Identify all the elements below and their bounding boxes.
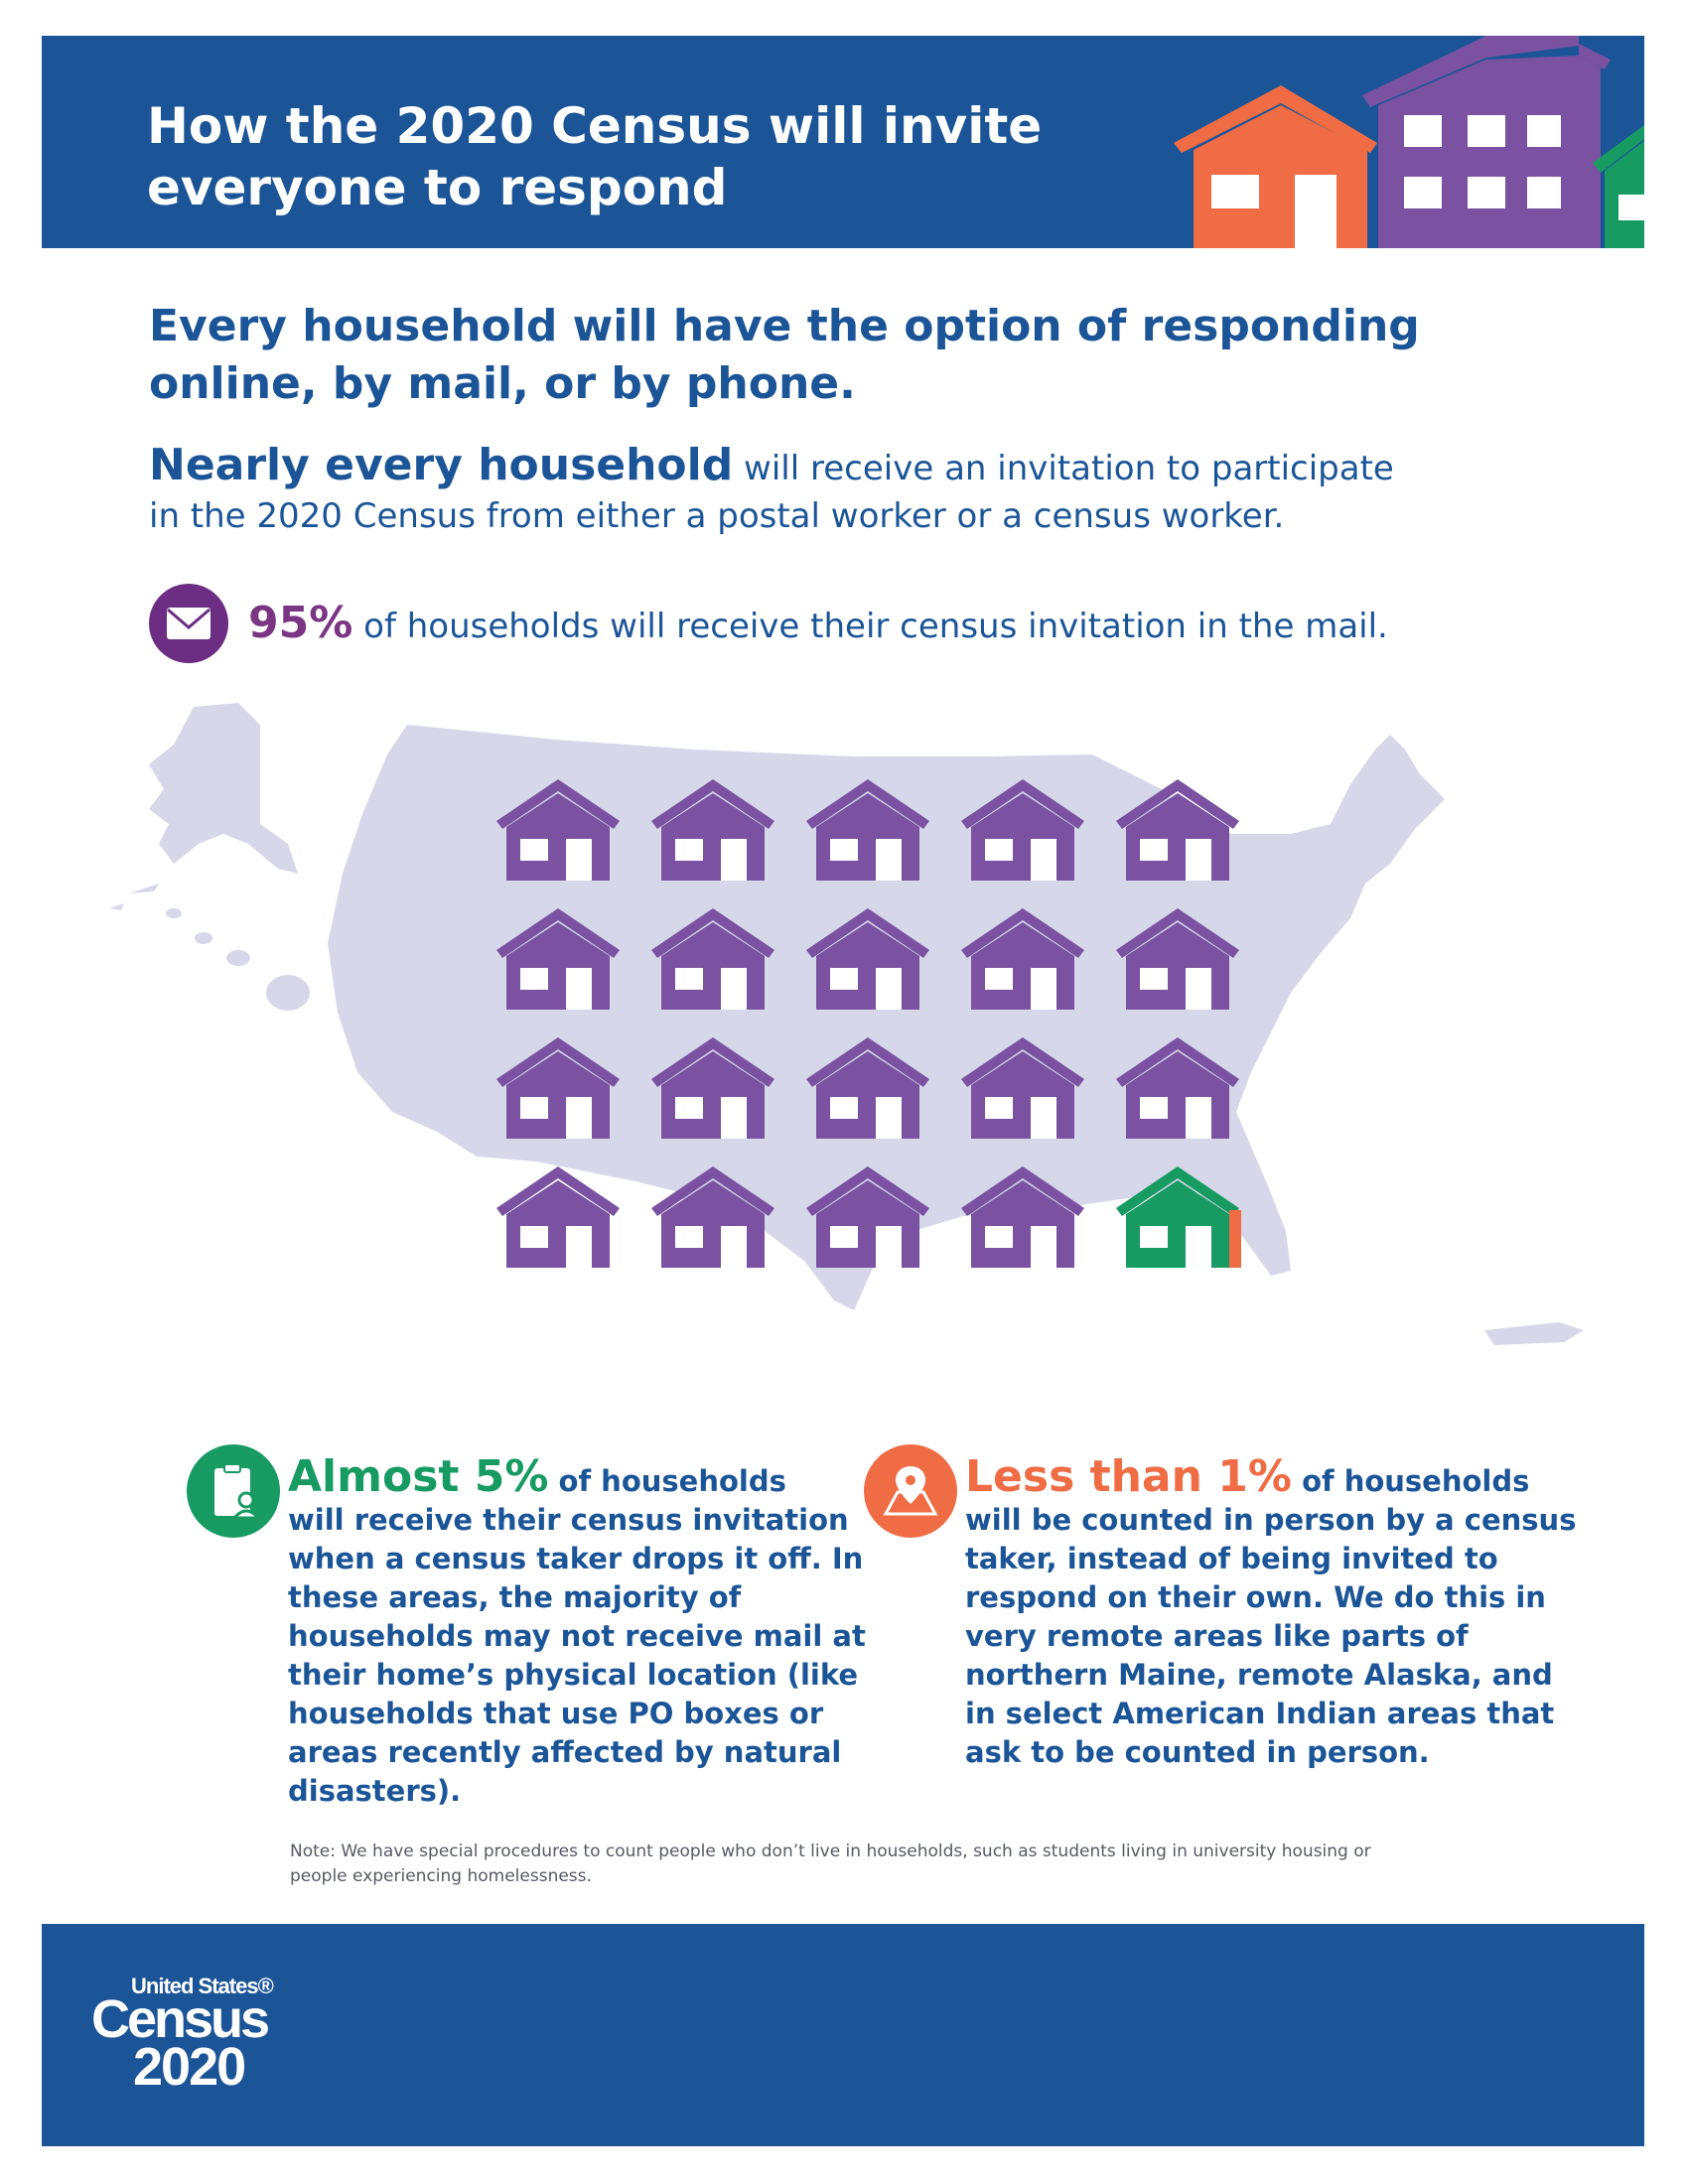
mail-percent: 95% <box>248 598 353 648</box>
intro-line-1: Nearly every household will receive an i… <box>149 442 1579 492</box>
us-map-with-houses <box>109 703 1584 1345</box>
headline-line-1: Every household will have the option of … <box>149 301 1420 351</box>
mail-house-icon <box>806 908 929 1010</box>
envelope-icon <box>149 584 228 663</box>
orange-house-icon <box>1174 85 1377 248</box>
mail-house-icon <box>961 1166 1084 1268</box>
mail-house-icon <box>806 1166 929 1268</box>
intro-rest: will receive an invitation to participat… <box>733 449 1394 488</box>
footer-banner: United States® Census 2020 <box>42 1924 1644 2146</box>
drop-off-body: will receive their census invitation whe… <box>288 1503 866 1808</box>
puerto-rico-shape <box>1484 1322 1584 1345</box>
mail-house-icon <box>961 779 1084 881</box>
headline-line-2: online, by mail, or by phone. <box>149 358 856 409</box>
clipboard-person-icon <box>187 1444 280 1538</box>
mail-house-icon <box>651 908 774 1010</box>
mail-description: of households will receive their census … <box>352 607 1388 646</box>
us-map-section <box>0 695 1688 1430</box>
title-line-2: everyone to respond <box>147 159 728 216</box>
purple-house-icon <box>1362 36 1611 248</box>
green-house-icon <box>1593 125 1644 248</box>
hawaii-shape <box>166 908 310 1011</box>
in-person-lead-suffix: of households <box>1291 1464 1530 1498</box>
in-person-body: will be counted in person by a census ta… <box>965 1503 1577 1769</box>
mail-house-icon <box>496 779 620 881</box>
mail-house-icon <box>961 1037 1084 1139</box>
map-pin-icon <box>864 1444 957 1538</box>
mail-house-icon <box>651 1037 774 1139</box>
in-person-text: Less than 1% of households will be count… <box>965 1454 1581 1772</box>
house-grid <box>496 779 1241 1268</box>
mail-house-icon <box>1116 779 1239 881</box>
drop-off-lead: Almost 5% <box>288 1451 549 1502</box>
mail-house-icon <box>1116 1037 1239 1139</box>
in-person-lead: Less than 1% <box>965 1451 1292 1502</box>
drop-off-text: Almost 5% of households will receive the… <box>288 1454 884 1811</box>
mail-house-icon <box>496 1166 620 1268</box>
title-line-1: How the 2020 Census will invite <box>147 97 1043 155</box>
mail-house-icon <box>496 1037 620 1139</box>
aleutian-islands <box>109 884 159 910</box>
headline: Every household will have the option of … <box>149 298 1539 413</box>
mail-house-icon <box>806 1037 929 1139</box>
page-title: How the 2020 Census will invite everyone… <box>147 95 1180 218</box>
alaska-shape <box>149 703 298 874</box>
census-2020-logo: United States® Census 2020 <box>91 1974 350 2132</box>
intro-lead: Nearly every household <box>149 440 734 490</box>
intro-paragraph: Nearly every household will receive an i… <box>149 442 1579 540</box>
mail-house-icon <box>651 779 774 881</box>
drop-off-house-icon <box>1116 1166 1241 1268</box>
logo-united-states: United States® <box>131 1974 274 1998</box>
mail-house-icon <box>961 908 1084 1010</box>
mail-house-icon <box>651 1166 774 1268</box>
header-houses-illustration <box>1174 36 1644 248</box>
drop-off-lead-suffix: of households <box>548 1464 786 1498</box>
mail-stat-text: 95% of households will receive their cen… <box>248 594 1589 656</box>
mail-house-icon <box>1116 908 1239 1010</box>
footnote: Note: We have special procedures to coun… <box>290 1842 1371 1886</box>
mail-house-icon <box>496 908 620 1010</box>
logo-year: 2020 <box>133 2037 246 2097</box>
header-banner: How the 2020 Census will invite everyone… <box>42 36 1644 248</box>
mail-stat: 95% of households will receive their cen… <box>149 584 1589 663</box>
intro-line-2: in the 2020 Census from either a postal … <box>149 496 1285 536</box>
logo-census: Census <box>91 1989 270 2049</box>
mail-house-icon <box>806 779 929 881</box>
